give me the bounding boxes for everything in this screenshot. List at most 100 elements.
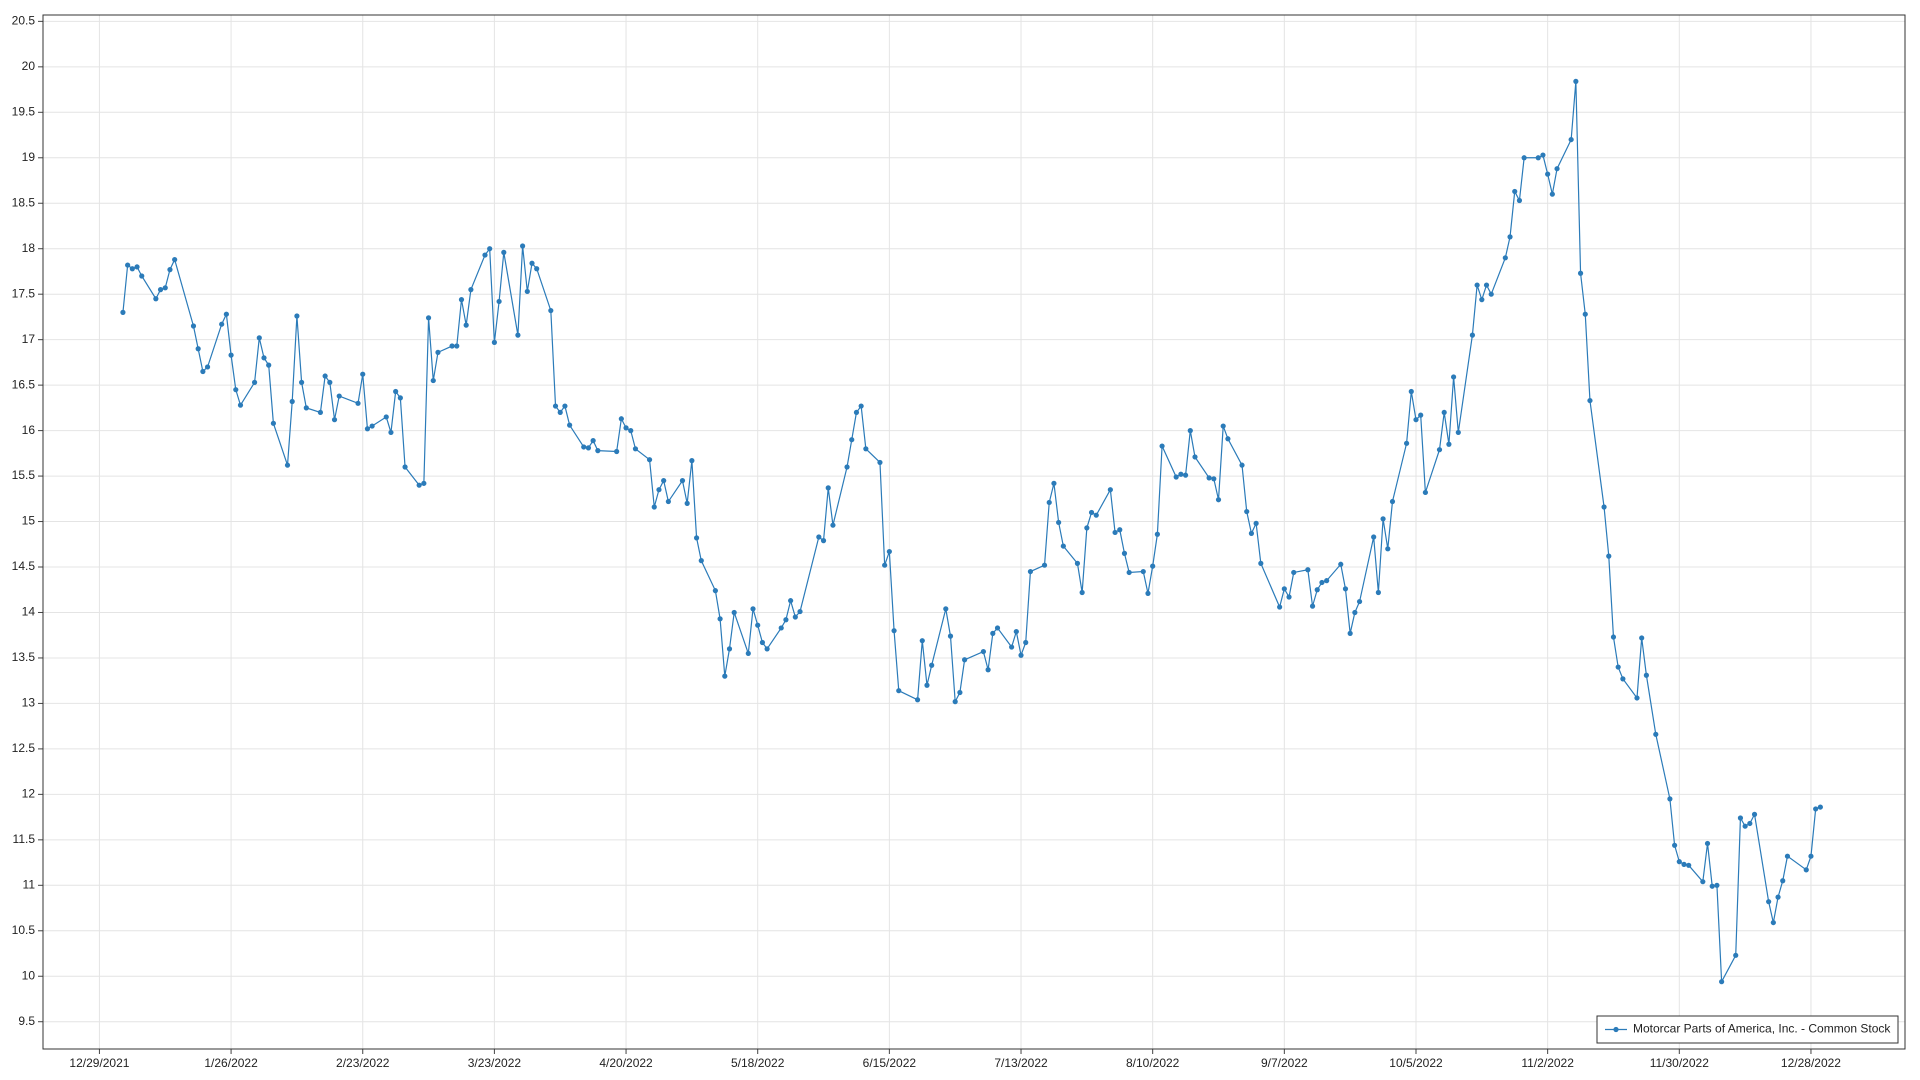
x-tick-label: 5/18/2022: [731, 1056, 785, 1070]
data-point: [698, 558, 704, 564]
data-point: [1455, 429, 1461, 436]
data-point: [327, 379, 333, 386]
data-point: [863, 446, 869, 452]
data-point: [393, 388, 399, 395]
data-point: [1248, 530, 1255, 536]
data-point: [1540, 152, 1546, 158]
data-point: [1286, 594, 1292, 600]
data-point: [1314, 587, 1320, 593]
data-point: [167, 267, 173, 273]
data-point: [449, 343, 455, 349]
data-point: [1653, 731, 1659, 737]
data-point: [1244, 508, 1250, 515]
data-point: [1418, 412, 1424, 418]
data-point: [764, 646, 770, 652]
data-point: [585, 445, 592, 451]
data-point: [1577, 270, 1584, 276]
data-point: [1751, 811, 1758, 817]
y-tick-label: 13: [22, 696, 36, 710]
legend-marker: [1613, 1026, 1619, 1033]
data-point: [1512, 188, 1518, 195]
data-point: [435, 349, 441, 355]
data-point: [778, 625, 784, 631]
data-point: [961, 657, 968, 663]
data-point: [665, 498, 671, 505]
data-point: [1220, 423, 1226, 429]
data-point: [1700, 879, 1706, 885]
data-point: [1474, 282, 1480, 288]
data-point: [134, 264, 140, 270]
legend-label: Motorcar Parts of America, Inc. - Common…: [1633, 1022, 1891, 1036]
data-point: [1253, 520, 1259, 526]
data-point: [731, 609, 737, 616]
data-point: [364, 426, 371, 432]
data-point: [651, 504, 657, 510]
data-point: [1324, 578, 1330, 584]
data-point: [1587, 397, 1593, 404]
data-point: [759, 639, 766, 646]
data-point: [919, 638, 925, 644]
data-point: [1215, 497, 1222, 503]
data-point: [1041, 562, 1048, 568]
data-point: [1507, 234, 1513, 240]
data-point: [755, 622, 761, 628]
data-point: [482, 252, 488, 258]
data-point: [1356, 598, 1363, 605]
data-point: [200, 368, 206, 375]
y-tick-label: 17.5: [12, 286, 36, 300]
data-point: [1554, 166, 1560, 172]
data-point: [623, 425, 629, 431]
data-point: [1291, 569, 1297, 576]
legend-box: [1596, 1015, 1899, 1044]
data-point: [322, 373, 328, 379]
y-tick-label: 11: [23, 877, 36, 891]
data-point: [1502, 255, 1508, 261]
data-point: [397, 395, 403, 401]
data-point: [1117, 527, 1123, 533]
data-point: [1225, 436, 1231, 442]
data-point: [816, 534, 822, 540]
y-tick-label: 13.5: [12, 650, 36, 664]
x-tick-label: 2/23/2022: [336, 1056, 390, 1070]
data-point: [618, 416, 624, 422]
data-point: [1606, 553, 1612, 559]
data-point: [1573, 78, 1579, 84]
data-point: [1766, 899, 1772, 905]
data-point: [1446, 441, 1452, 447]
data-point: [1150, 563, 1156, 569]
data-point: [1676, 859, 1682, 865]
data-point: [1385, 546, 1391, 552]
data-point: [689, 458, 695, 464]
data-point: [1206, 475, 1212, 481]
data-point: [1389, 498, 1396, 505]
data-point: [237, 402, 244, 408]
data-point: [289, 398, 295, 405]
data-point: [985, 667, 991, 673]
x-tick-label: 8/10/2022: [1126, 1056, 1180, 1070]
data-point: [1093, 512, 1099, 518]
data-point: [1126, 569, 1132, 576]
data-point: [679, 478, 686, 484]
y-tick-label: 18: [22, 241, 36, 255]
data-point: [219, 321, 225, 327]
y-tick-label: 19.5: [12, 104, 36, 118]
y-tick-label: 19: [22, 150, 36, 164]
data-point: [1737, 815, 1744, 821]
data-point: [529, 260, 535, 266]
data-point: [1634, 695, 1640, 701]
data-point: [331, 417, 338, 423]
data-point: [1046, 499, 1052, 506]
data-point: [355, 400, 361, 406]
data-point: [1027, 568, 1034, 575]
data-point: [294, 313, 300, 319]
data-point: [646, 457, 653, 463]
data-point: [783, 617, 789, 623]
data-point: [1013, 628, 1019, 635]
data-point: [1403, 440, 1410, 446]
data-point: [896, 688, 902, 694]
data-point: [1347, 630, 1353, 636]
data-point: [632, 446, 639, 452]
data-point: [684, 500, 690, 506]
